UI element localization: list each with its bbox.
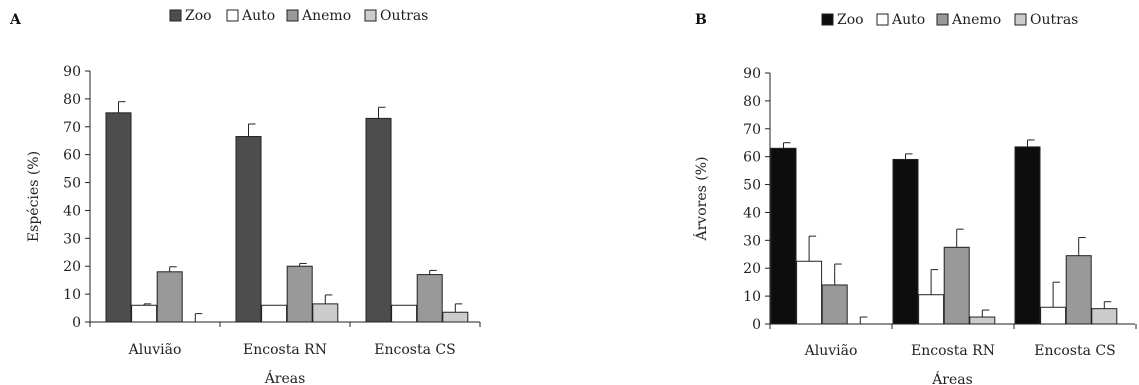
panel-b-y-tick-label: 0 xyxy=(752,317,761,333)
panel-b-y-tick-label: 30 xyxy=(743,233,761,249)
panel-b-bar-zoo-0 xyxy=(770,147,797,325)
panel-b-bar-anemo-0 xyxy=(821,284,848,325)
panel-a-category-label: Encosta CS xyxy=(374,342,455,358)
panel-a-legend-swatch-auto xyxy=(226,9,239,22)
panel-a-bar-zoo-1 xyxy=(235,136,262,323)
panel-b-y-axis-title: Árvores (%) xyxy=(692,157,710,242)
panel-b-legend-label-auto: Auto xyxy=(891,12,925,28)
panel-a-y-tick-label: 50 xyxy=(63,176,81,192)
panel-b-legend-swatch-anemo xyxy=(936,13,949,26)
panel-a-y-tick-label: 20 xyxy=(63,259,81,275)
panel-a-label: A xyxy=(9,12,22,28)
panel-b-y-tick-label: 60 xyxy=(743,150,761,166)
panel-a-y-tick-label: 0 xyxy=(72,315,81,331)
panel-b-legend-swatch-auto xyxy=(876,13,889,26)
panel-a-legend-swatch-zoo xyxy=(169,9,182,22)
panel-b-y-tick-label: 10 xyxy=(743,289,761,305)
panel-b-legend-label-anemo: Anemo xyxy=(951,12,1001,28)
panel-a-bar-anemo-0 xyxy=(156,271,183,323)
panel-b-y-tick-label: 20 xyxy=(743,261,761,277)
panel-a-bar-outras-2 xyxy=(442,311,469,323)
panel-b-legend-label-zoo: Zoo xyxy=(837,12,864,28)
panel-b-legend-label-outras: Outras xyxy=(1030,12,1078,28)
panel-b-category-label: Encosta RN xyxy=(911,343,995,359)
panel-a-legend-swatch-anemo xyxy=(286,9,299,22)
panel-b-bar-zoo-1 xyxy=(892,158,919,325)
panel-a-legend-label-outras: Outras xyxy=(380,8,428,24)
panel-a-y-tick-label: 30 xyxy=(63,231,81,247)
panel-b-label: B xyxy=(695,12,707,28)
panel-b-bar-auto-2 xyxy=(1040,306,1067,325)
panel-b-legend-swatch-zoo xyxy=(821,13,834,26)
panel-a-y-tick-label: 40 xyxy=(63,203,81,219)
panel-a-legend-label-zoo: Zoo xyxy=(185,8,212,24)
panel-a-y-tick-label: 90 xyxy=(63,64,81,80)
panel-b-category-label: Aluvião xyxy=(804,343,858,359)
panel-b-bar-anemo-1 xyxy=(943,246,970,325)
panel-b-y-tick-label: 50 xyxy=(743,178,761,194)
panel-a-legend-swatch-outras xyxy=(364,9,377,22)
panel-a-y-tick-label: 70 xyxy=(63,120,81,136)
panel-a-bar-auto-1 xyxy=(261,304,288,323)
panel-a-bar-auto-2 xyxy=(391,304,418,323)
panel-b-y-tick-label: 80 xyxy=(743,94,761,110)
panel-a-bar-zoo-2 xyxy=(365,117,392,323)
panel-a-bar-zoo-0 xyxy=(105,112,132,323)
panel-b-bar-outras-1 xyxy=(969,316,996,325)
panel-b-y-tick-label: 90 xyxy=(743,66,761,82)
panel-b-y-tick-label: 70 xyxy=(743,122,761,138)
panel-b-x-axis-title: Áreas xyxy=(931,370,973,385)
panel-a-y-tick-label: 60 xyxy=(63,148,81,164)
panel-b-category-label: Encosta CS xyxy=(1034,343,1115,359)
panel-a-legend-label-anemo: Anemo xyxy=(301,8,351,24)
panel-a-y-tick-label: 10 xyxy=(63,287,81,303)
panel-b-bar-auto-1 xyxy=(918,294,945,325)
panel-a-bar-outras-1 xyxy=(312,303,339,323)
panel-b-bar-outras-2 xyxy=(1091,308,1118,325)
panel-a-bar-anemo-2 xyxy=(416,274,443,323)
panel-a-y-tick-label: 80 xyxy=(63,92,81,108)
panel-b-y-tick-label: 40 xyxy=(743,205,761,221)
panel-b-bar-auto-0 xyxy=(796,260,823,325)
panel-b-bar-anemo-2 xyxy=(1065,255,1092,325)
panel-b-bar-zoo-2 xyxy=(1014,146,1041,325)
panel-a-y-axis-title: Espécies (%) xyxy=(26,151,42,242)
panel-b-legend-swatch-outras xyxy=(1014,13,1027,26)
panel-a-legend-label-auto: Auto xyxy=(241,8,275,24)
panel-a-bar-anemo-1 xyxy=(286,265,313,323)
panel-a-x-axis-title: Áreas xyxy=(264,369,306,385)
panel-a-category-label: Encosta RN xyxy=(243,342,327,358)
panel-a-category-label: Aluvião xyxy=(128,342,182,358)
panel-a-bar-auto-0 xyxy=(131,304,158,323)
